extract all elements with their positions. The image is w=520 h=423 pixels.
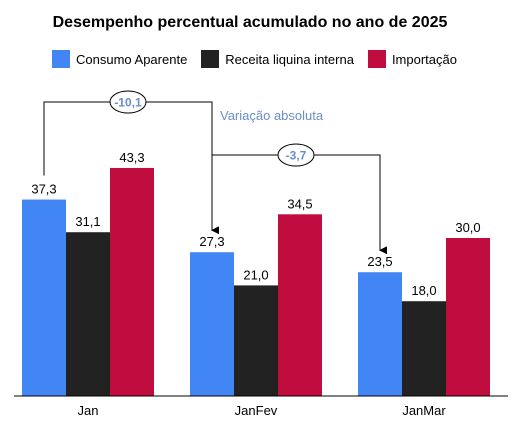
data-label: 30,0 (455, 220, 480, 235)
variation-badge-1 (109, 90, 147, 114)
data-label: 31,1 (75, 214, 100, 229)
data-label: 18,0 (411, 283, 436, 298)
legend-label-consumo: Consumo Aparente (76, 51, 188, 67)
bar-janmar-2 (446, 238, 490, 396)
x-tick-label: Jan (78, 403, 99, 418)
variation-value-1: -10,1 (114, 96, 142, 110)
legend-swatch-consumo (52, 50, 70, 68)
legend-swatch-importacao (367, 50, 386, 68)
data-label: 37,3 (31, 182, 56, 197)
bar-jan-2 (110, 167, 154, 396)
bar-jan-0 (22, 199, 66, 396)
x-tick-label: JanFev (235, 403, 278, 418)
legend-label-importacao: Importação (391, 51, 457, 67)
variation-value-2: -3,7 (286, 149, 307, 163)
legend-item-consumo: Consumo Aparente (52, 50, 187, 68)
bar-janfev-2 (278, 214, 322, 396)
x-tick-label: JanMar (402, 403, 446, 418)
data-label: 27,3 (199, 234, 224, 249)
legend-item-receita: Receita liquina interna (201, 50, 354, 68)
data-label: 43,3 (119, 150, 144, 165)
legend: Consumo Aparente Receita liquina interna… (52, 50, 471, 68)
chart-title: Desempenho percentual acumulado no ano d… (52, 14, 448, 31)
data-label: 34,5 (287, 196, 312, 211)
variation-caption: Variação absoluta (220, 108, 324, 123)
bar-janfev-0 (190, 252, 234, 396)
bar-janmar-1 (402, 301, 446, 396)
legend-label-receita: Receita liquina interna (225, 51, 354, 67)
data-label: 23,5 (367, 254, 392, 269)
legend-swatch-receita (201, 50, 220, 68)
bar-janfev-1 (234, 285, 278, 396)
bar-janmar-0 (358, 272, 402, 396)
data-label: 21,0 (243, 267, 268, 282)
variation-badge-2 (277, 143, 315, 167)
bar-jan-1 (66, 232, 110, 396)
legend-item-importacao: Importação (367, 50, 457, 68)
